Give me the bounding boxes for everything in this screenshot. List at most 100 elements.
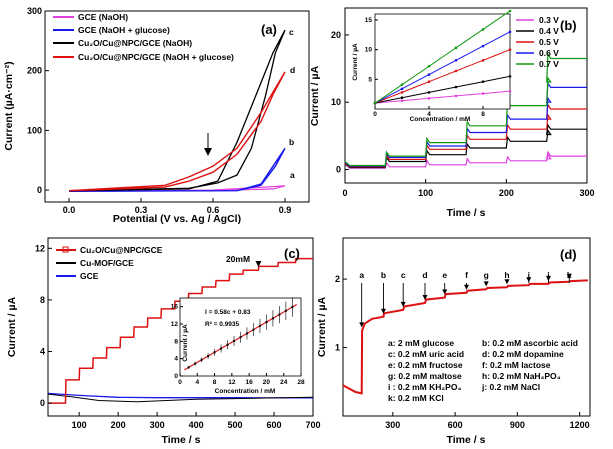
- panel-c-ytick-label: 8: [40, 295, 45, 305]
- panel-d-injection-arrowhead: [566, 273, 572, 279]
- panel-b-inset-point: [454, 85, 458, 89]
- panel-c-xtick-label: 300: [150, 420, 165, 430]
- panel-c-legend-label: Cu₂O/Cu@NPC/GCE: [80, 245, 163, 255]
- panel-d-series: [342, 279, 588, 395]
- panel-b-inset-ylabel: Current / µA: [352, 43, 359, 81]
- panel-c-xtick-label: 500: [228, 420, 243, 430]
- panel-d-injection-arrowhead: [380, 308, 386, 314]
- panel-b-inset-line: [374, 10, 511, 104]
- panel-c-inset: 0 4 8 12 16 20 24 28 0 4 8 12 16: [171, 297, 305, 386]
- panel-d-legend-entry: h: 0.2 mM NaH₂PO₄: [482, 371, 561, 381]
- panel-d-injection-label: d: [422, 270, 427, 280]
- panel-c-inset-point: [194, 362, 197, 365]
- panel-c-inset-equation: I = 0.58c + 0.83: [205, 309, 251, 316]
- panel-c-arrowhead: [255, 260, 262, 267]
- panel-b-inset-point: [508, 75, 512, 78]
- panel-d-injection-label: a: [359, 270, 364, 280]
- panel-d-legend-entry: i : 0.2 mM KH₂PO₄: [388, 382, 461, 392]
- panel-c-inset-r2: R² = 0.9935: [205, 321, 240, 328]
- panel-b-frame: [344, 7, 588, 184]
- panel-a-curve-label: b: [289, 137, 294, 147]
- panel-d-injection-arrowhead: [422, 295, 428, 301]
- panel-a-legend-label: GCE (NaOH + glucose): [78, 25, 170, 35]
- panel-a-ylabel: Current (µA·cm⁻²): [3, 61, 15, 150]
- panel-d-xtick-label: 900: [510, 420, 525, 430]
- panel-a-ytick-label: 100: [27, 125, 42, 135]
- panel-d-injection-label: g: [484, 270, 489, 280]
- panel-b-xlabel: Time / s: [447, 207, 486, 219]
- panel-d-injection-label: f: [465, 270, 468, 280]
- panel-a-curve-b: [68, 147, 286, 192]
- panel-c-frame: [47, 237, 314, 417]
- panel-b-inset-ytick-label: 10: [365, 47, 373, 54]
- panel-d-ytick-label: 1: [335, 343, 340, 353]
- panel-b-inset-point: [400, 96, 404, 100]
- panel-c-inset-point: [239, 336, 242, 339]
- panel-b-inset-point: [454, 59, 458, 62]
- panel-c-xtick-label: 200: [111, 420, 126, 430]
- panel-a-legend-label: Cu₂O/Cu@NPC/GCE (NaOH): [78, 38, 192, 48]
- panel-b-plot: [344, 52, 587, 169]
- panel-a-legend-label: Cu₂O/Cu@NPC/GCE (NaOH + glucose): [78, 52, 234, 62]
- panel-b-inset-ytick-label: 15: [365, 17, 373, 24]
- panel-b-xtick-label: 200: [499, 188, 514, 198]
- panel-a-curve-c: [68, 29, 286, 192]
- panel-c-inset-ytick-label: 16: [171, 304, 179, 311]
- panel-b-inset-point: [481, 59, 485, 62]
- panel-b-inset-point: [427, 80, 431, 83]
- panel-d-xtick-label: 300: [385, 420, 400, 430]
- panel-c-inset-point: [233, 339, 236, 342]
- panel-b-inset-point: [481, 80, 485, 83]
- panel-c-ytick-label: 4: [40, 347, 45, 357]
- panel-b-inset-point: [454, 46, 458, 50]
- panel-c-inset-point: [220, 347, 223, 350]
- panel-d-legend-entry: d: 0.2 mM dopamine: [482, 349, 564, 359]
- panel-c-inset-xtick-label: 28: [297, 379, 305, 386]
- panel-d-ticks: 300 600 900 1200 1 2: [335, 274, 590, 430]
- panel-a-legend-label: GCE (NaOH): [78, 12, 128, 22]
- panel-a-ticks: 0.0 0.3 0.6 0.9 0 100 200 300: [27, 6, 291, 215]
- panel-b-inset-point: [400, 83, 404, 86]
- panel-c-inset-ytick-label: 0: [174, 373, 178, 380]
- panel-a-xtick-label: 0.6: [207, 205, 220, 215]
- panel-b-inset-point: [508, 9, 512, 13]
- panel-d-injection-label: e: [442, 270, 447, 280]
- panel-c-inset-point: [271, 317, 274, 320]
- panel-d-injection-arrowhead: [504, 279, 510, 285]
- panel-c-inset-point: [278, 313, 281, 316]
- panel-b-series-3: [344, 103, 587, 168]
- panel-d-injection-arrowhead: [400, 301, 406, 307]
- panel-b-inset-xtick-label: 8: [481, 111, 485, 118]
- panel-d-legend-entry: k: 0.2 mM KCl: [388, 393, 444, 403]
- panel-d-injection-arrowhead: [359, 322, 365, 328]
- panel-c-inset-point: [258, 324, 261, 327]
- panel-b-legend-label: 0.4 V: [539, 26, 559, 36]
- panel-c-label: (c): [284, 246, 300, 261]
- panel-c-series-cumof: [47, 393, 314, 403]
- panel-b-xtick-label: 0: [342, 188, 347, 198]
- panel-b-ytick-label: 20: [331, 30, 341, 40]
- panel-d-injection-label: h: [504, 270, 509, 280]
- panel-c-legend-label: Cu-MOF/GCE: [80, 258, 134, 268]
- panel-d-xtick-label: 600: [448, 420, 463, 430]
- panel-b-inset-point: [400, 99, 404, 102]
- panel-c-ytick-label: 12: [35, 243, 45, 253]
- panel-d-legend-entry: e: 0.2 mM fructose: [388, 360, 463, 370]
- panel-b-series-5: [344, 52, 587, 167]
- panel-a-curve-label: a: [290, 170, 295, 180]
- panel-b-ytick-label: 0: [336, 165, 341, 175]
- panel-a-arrowhead: [204, 148, 212, 156]
- panel-a-xtick-label: 0.9: [279, 205, 292, 215]
- panel-d-injection-arrowhead: [483, 281, 489, 287]
- panel-d-legend-entry: a: 2 mM glucose: [388, 338, 454, 348]
- panel-b-inset-line: [374, 75, 511, 104]
- panel-d-injection-arrowhead: [442, 289, 448, 295]
- panel-c-plot: [47, 257, 314, 404]
- panel-a-frame: [44, 10, 310, 203]
- panel-b-inset-xlabel: Concentration / mM: [410, 116, 471, 123]
- panel-b-inset-line: [374, 49, 511, 104]
